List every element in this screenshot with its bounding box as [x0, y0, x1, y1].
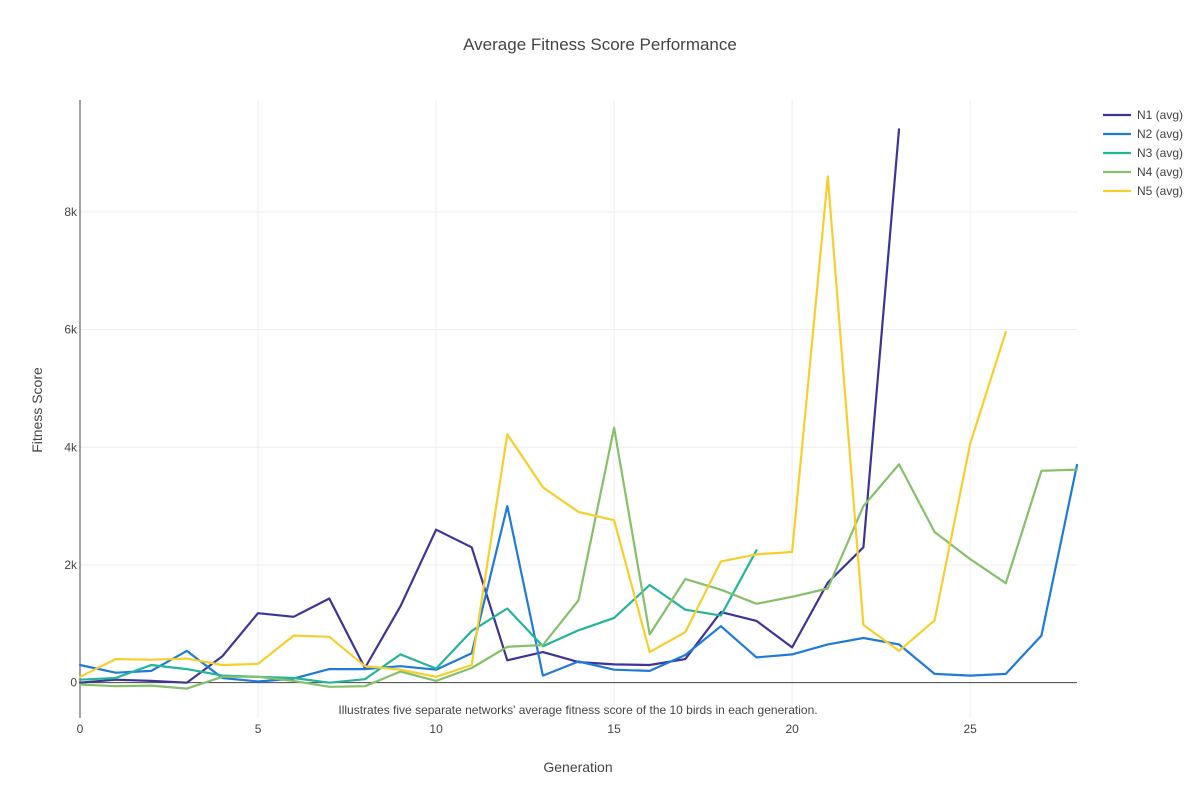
series-line-1[interactable]: [78, 128, 901, 684]
y-tick-labels: 0 2k 4k 6k 8k: [64, 205, 78, 690]
x-tick-label: 15: [607, 722, 621, 736]
y-tick-label: 6k: [64, 323, 78, 337]
x-tick-label: 5: [255, 722, 262, 736]
y-tick-label: 0: [70, 676, 77, 690]
legend-label[interactable]: N3 (avg): [1137, 146, 1183, 160]
y-axis-title: Fitness Score: [29, 367, 45, 453]
series-lines[interactable]: [78, 128, 1079, 690]
x-axis-title: Generation: [543, 759, 612, 775]
series-line-2[interactable]: [78, 463, 1079, 683]
legend-label[interactable]: N5 (avg): [1137, 184, 1183, 198]
legend[interactable]: N1 (avg) N2 (avg) N3 (avg) N4 (avg) N5 (avg): [1103, 108, 1183, 198]
x-tick-label: 20: [785, 722, 799, 736]
axes: [79, 100, 1077, 718]
x-tick-label: 10: [429, 722, 443, 736]
y-tick-label: 8k: [64, 205, 78, 219]
series-line-4[interactable]: [78, 426, 1079, 690]
legend-label[interactable]: N2 (avg): [1137, 127, 1183, 141]
legend-label[interactable]: N4 (avg): [1137, 165, 1183, 179]
chart-title: Average Fitness Score Performance: [463, 35, 737, 54]
x-tick-label: 25: [963, 722, 977, 736]
x-tick-labels: 0 5 10 15 20 25: [77, 722, 978, 736]
x-tick-label: 0: [77, 722, 84, 736]
series-line-3[interactable]: [78, 549, 758, 684]
series-line-5[interactable]: [78, 175, 1007, 678]
legend-label[interactable]: N1 (avg): [1137, 108, 1183, 122]
chart-annotation: Illustrates five separate networks' aver…: [338, 703, 817, 717]
gridlines: [80, 100, 1077, 718]
y-tick-label: 4k: [64, 440, 78, 454]
y-tick-label: 2k: [64, 558, 78, 572]
